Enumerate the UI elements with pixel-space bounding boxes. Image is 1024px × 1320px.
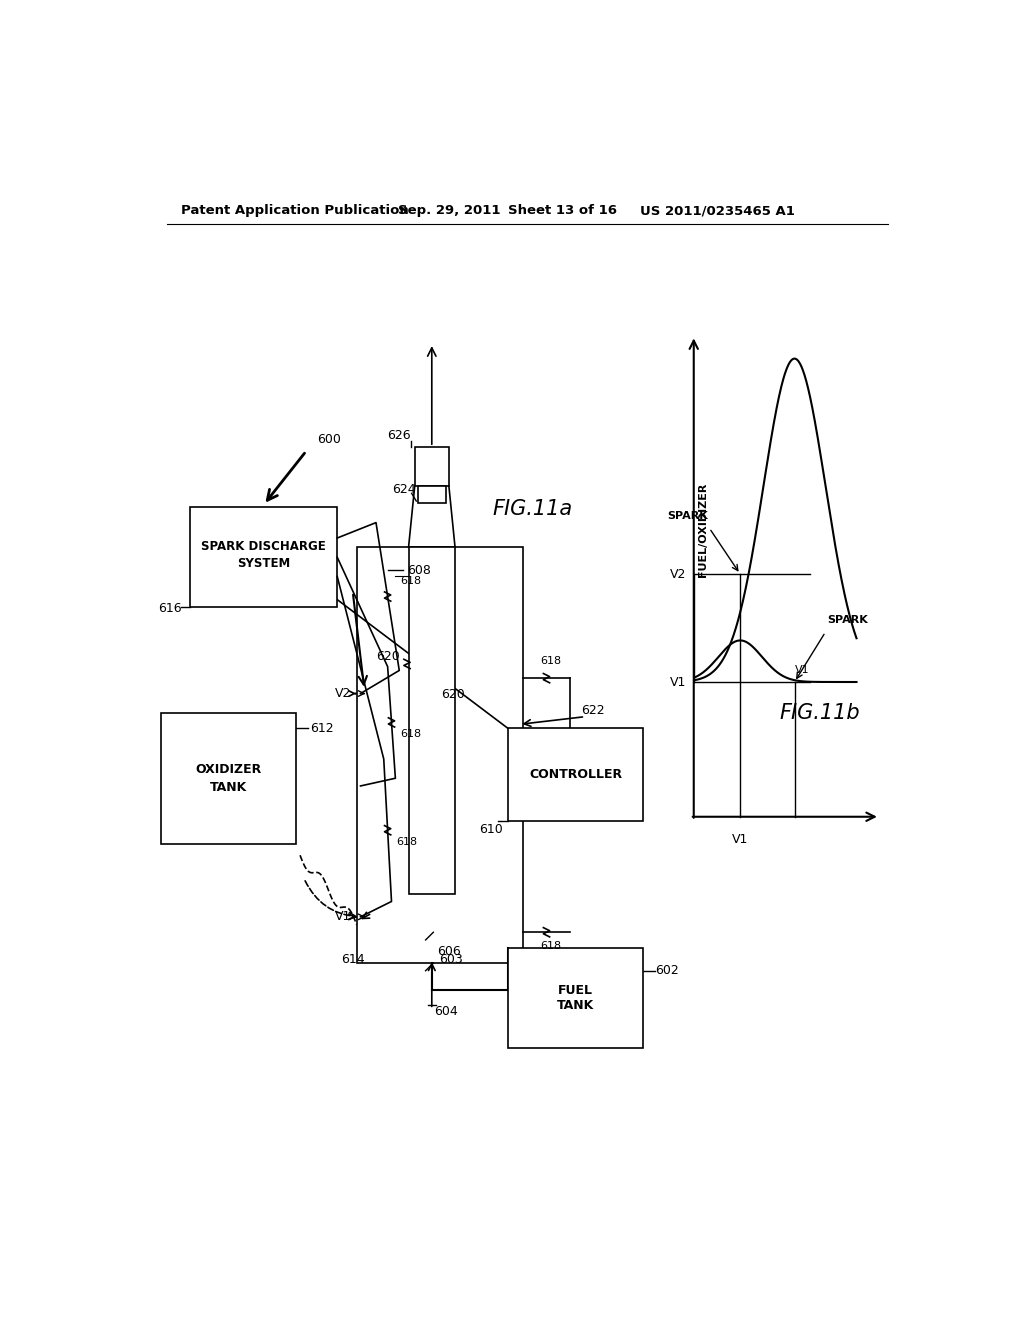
- Bar: [418, 486, 445, 503]
- Text: 618: 618: [540, 656, 561, 667]
- Text: 608: 608: [407, 564, 430, 577]
- Text: 618: 618: [396, 837, 418, 846]
- Text: 602: 602: [654, 964, 679, 977]
- Bar: [161, 713, 296, 843]
- Text: 626: 626: [387, 429, 411, 442]
- Text: FIG.11a: FIG.11a: [493, 499, 572, 519]
- Text: 622: 622: [582, 704, 605, 717]
- Text: 604: 604: [434, 1005, 458, 1018]
- Text: FUEL/OXIDIZER: FUEL/OXIDIZER: [698, 483, 708, 577]
- Text: TANK: TANK: [210, 781, 247, 795]
- Text: FUEL: FUEL: [558, 983, 593, 997]
- Text: Sep. 29, 2011: Sep. 29, 2011: [397, 205, 500, 218]
- Text: 620: 620: [441, 688, 465, 701]
- Text: CONTROLLER: CONTROLLER: [529, 768, 623, 781]
- Text: V2: V2: [335, 686, 351, 700]
- Text: 603: 603: [439, 953, 463, 966]
- Text: V1: V1: [335, 911, 351, 924]
- Text: 616: 616: [158, 602, 181, 615]
- Text: 624: 624: [392, 483, 416, 496]
- Bar: [508, 948, 643, 1048]
- Text: V1: V1: [732, 833, 749, 846]
- Text: SPARK DISCHARGE: SPARK DISCHARGE: [202, 540, 326, 553]
- Bar: [409, 548, 455, 894]
- Text: 618: 618: [540, 941, 561, 952]
- Text: OXIDIZER: OXIDIZER: [196, 763, 261, 776]
- Text: 614: 614: [341, 953, 365, 966]
- Bar: [190, 507, 337, 607]
- Text: 618: 618: [400, 576, 422, 586]
- Bar: [508, 729, 643, 821]
- Bar: [415, 447, 449, 486]
- Text: 600: 600: [317, 433, 341, 446]
- Bar: [356, 548, 523, 964]
- Text: US 2011/0235465 A1: US 2011/0235465 A1: [640, 205, 795, 218]
- Text: SPARK: SPARK: [826, 615, 867, 626]
- Text: SPARK: SPARK: [668, 511, 708, 521]
- Text: 610: 610: [479, 824, 503, 837]
- Text: 612: 612: [310, 722, 334, 735]
- Text: Patent Application Publication: Patent Application Publication: [180, 205, 409, 218]
- Text: V1: V1: [670, 676, 686, 689]
- Text: SYSTEM: SYSTEM: [237, 557, 290, 570]
- Text: 618: 618: [400, 729, 422, 739]
- Text: 620: 620: [376, 649, 399, 663]
- Text: FIG.11b: FIG.11b: [779, 702, 859, 723]
- Text: 606: 606: [437, 945, 461, 958]
- Text: V1: V1: [795, 665, 810, 676]
- Text: Sheet 13 of 16: Sheet 13 of 16: [508, 205, 616, 218]
- Text: TANK: TANK: [557, 999, 594, 1012]
- Text: V2: V2: [670, 568, 686, 581]
